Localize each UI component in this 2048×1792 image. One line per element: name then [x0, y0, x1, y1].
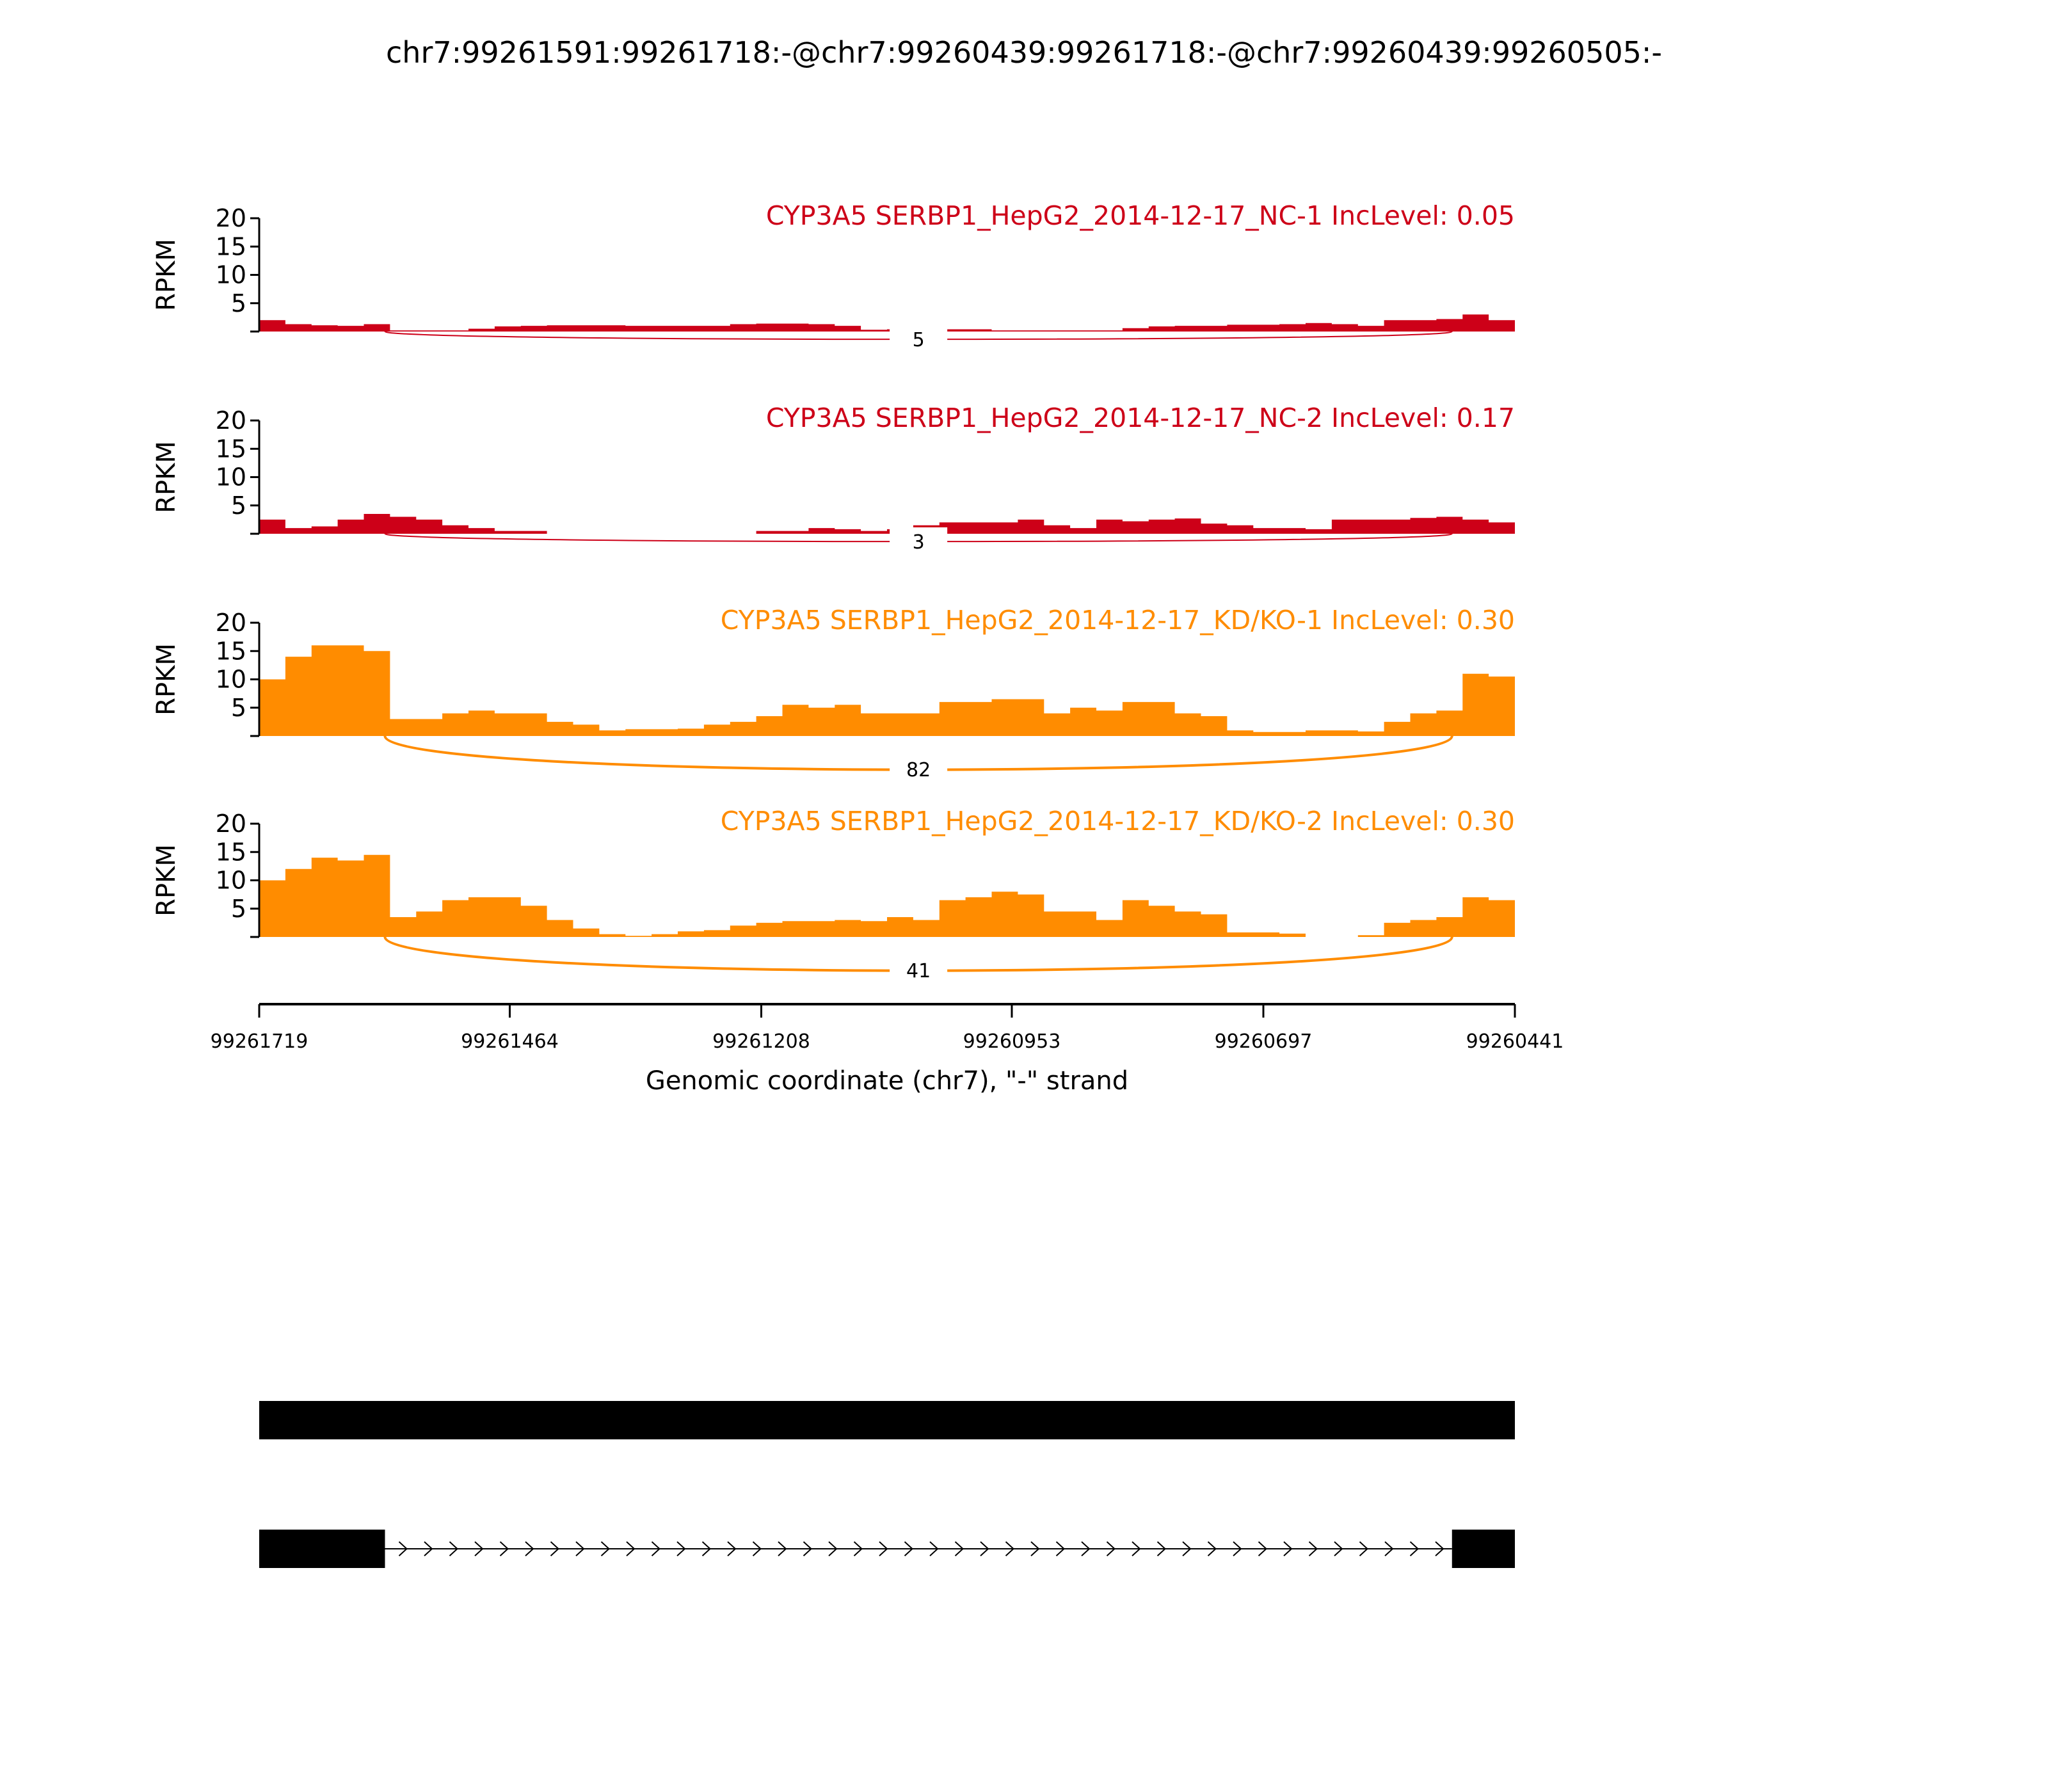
strand-chevron-icon	[778, 1541, 787, 1556]
strand-chevron-icon	[575, 1541, 585, 1556]
junction-count: 82	[906, 759, 931, 781]
strand-chevron-icon	[803, 1541, 812, 1556]
strand-chevron-icon	[1132, 1541, 1141, 1556]
strand-chevron-icon	[1359, 1541, 1368, 1556]
junction-count: 3	[913, 531, 925, 554]
y-tick-label: 5	[231, 694, 246, 722]
x-tick-label: 99261208	[712, 1030, 810, 1053]
y-tick-label: 10	[216, 666, 246, 694]
strand-chevron-icon	[424, 1541, 433, 1556]
strand-chevron-icon	[929, 1541, 939, 1556]
track-label: CYP3A5 SERBP1_HepG2_2014-12-17_NC-2 IncL…	[766, 403, 1515, 433]
strand-chevron-icon	[499, 1541, 509, 1556]
strand-chevron-icon	[676, 1541, 686, 1556]
strand-chevron-icon	[1409, 1541, 1419, 1556]
junction-label-bg	[890, 755, 948, 783]
strand-chevron-icon	[550, 1541, 559, 1556]
strand-chevron-icon	[1156, 1541, 1166, 1556]
y-tick-label: 20	[216, 204, 246, 232]
y-tick-label: 5	[231, 492, 246, 520]
strand-chevron-icon	[600, 1541, 610, 1556]
junction-count: 5	[913, 329, 925, 351]
coverage-area	[259, 314, 1515, 332]
strand-chevron-icon	[853, 1541, 863, 1556]
strand-chevron-icon	[525, 1541, 534, 1556]
y-tick-label: 20	[216, 406, 246, 435]
strand-chevron-icon	[1055, 1541, 1065, 1556]
junction-count: 41	[906, 960, 931, 982]
exon-block	[259, 1530, 385, 1568]
coverage-area	[259, 854, 1515, 937]
strand-chevron-icon	[879, 1541, 888, 1556]
strand-chevron-icon	[1030, 1541, 1040, 1556]
track-label: CYP3A5 SERBP1_HepG2_2014-12-17_KD/KO-1 I…	[721, 605, 1515, 636]
isoform-1	[259, 1401, 1515, 1439]
x-tick-label: 99260697	[1215, 1030, 1313, 1053]
strand-chevron-icon	[904, 1541, 913, 1556]
strand-chevron-icon	[954, 1541, 964, 1556]
isoform-2	[259, 1530, 1515, 1568]
x-tick-label: 99261719	[211, 1030, 308, 1053]
y-axis-label: RPKM	[152, 844, 181, 916]
strand-chevron-icon	[449, 1541, 458, 1556]
strand-chevron-icon	[398, 1541, 408, 1556]
strand-chevron-icon	[626, 1541, 636, 1556]
strand-chevron-icon	[727, 1541, 737, 1556]
strand-chevron-icon	[1308, 1541, 1318, 1556]
strand-chevron-icon	[1106, 1541, 1116, 1556]
x-tick-label: 99260953	[963, 1030, 1061, 1053]
junction-label-bg	[890, 527, 948, 556]
y-tick-label: 10	[216, 261, 246, 289]
y-axis-label: RPKM	[152, 441, 181, 513]
y-tick-label: 15	[216, 435, 246, 463]
x-tick-label: 99260441	[1466, 1030, 1564, 1053]
track-label: CYP3A5 SERBP1_HepG2_2014-12-17_KD/KO-2 I…	[721, 806, 1515, 836]
strand-chevron-icon	[651, 1541, 660, 1556]
y-tick-label: 15	[216, 637, 246, 665]
x-axis-label: Genomic coordinate (chr7), "-" strand	[646, 1066, 1128, 1096]
y-tick-label: 10	[216, 867, 246, 895]
strand-chevron-icon	[1207, 1541, 1217, 1556]
strand-chevron-icon	[1334, 1541, 1343, 1556]
strand-chevron-icon	[1384, 1541, 1394, 1556]
y-axis-label: RPKM	[152, 643, 181, 716]
y-axis-label: RPKM	[152, 239, 181, 311]
y-tick-label: 20	[216, 609, 246, 637]
strand-chevron-icon	[701, 1541, 711, 1556]
strand-chevron-icon	[1258, 1541, 1267, 1556]
y-tick-label: 10	[216, 463, 246, 492]
strand-chevron-icon	[828, 1541, 838, 1556]
x-tick-label: 99261464	[461, 1030, 559, 1053]
strand-chevron-icon	[1233, 1541, 1242, 1556]
strand-chevron-icon	[1435, 1541, 1444, 1556]
strand-chevron-icon	[752, 1541, 762, 1556]
exon-block	[1452, 1530, 1515, 1568]
coverage-area	[259, 514, 1515, 534]
strand-chevron-icon	[474, 1541, 484, 1556]
y-tick-label: 5	[231, 289, 246, 317]
y-tick-label: 5	[231, 895, 246, 923]
strand-chevron-icon	[980, 1541, 989, 1556]
strand-chevron-icon	[1283, 1541, 1293, 1556]
x-axis: 99261719 99261464 99261208 99260953 99260697…	[211, 1003, 1564, 1053]
strand-chevron-icon	[1081, 1541, 1091, 1556]
track-label: CYP3A5 SERBP1_HepG2_2014-12-17_NC-1 IncL…	[766, 200, 1515, 231]
y-tick-label: 15	[216, 838, 246, 866]
y-tick-label: 20	[216, 810, 246, 838]
coverage-area	[259, 645, 1515, 736]
y-tick-label: 15	[216, 232, 246, 260]
strand-chevron-icon	[1005, 1541, 1014, 1556]
exon-block	[259, 1401, 1515, 1439]
junction-label-bg	[890, 325, 948, 353]
junction-label-bg	[890, 956, 948, 984]
chart-title: chr7:99261591:99261718:-@chr7:99260439:9…	[386, 35, 1662, 70]
strand-chevron-icon	[1182, 1541, 1192, 1556]
